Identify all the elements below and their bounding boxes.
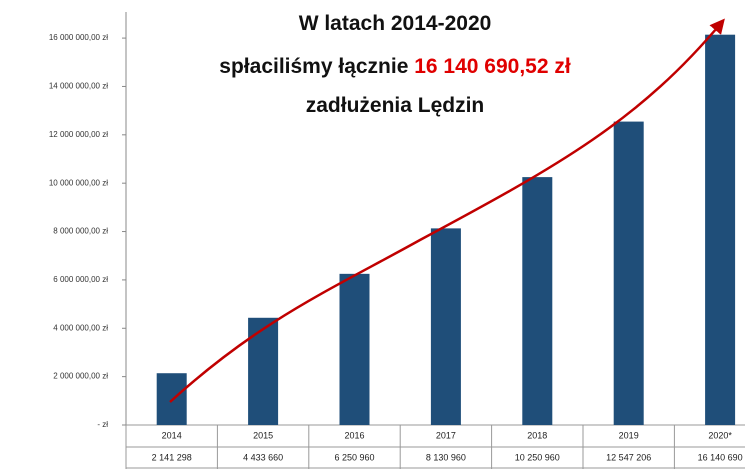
y-tick-label: 2 000 000,00 zł xyxy=(53,372,108,381)
x-tick-label: 2016 xyxy=(344,430,364,440)
x-tick-label: 2015 xyxy=(253,430,273,440)
y-tick-label: 10 000 000,00 zł xyxy=(49,178,108,187)
bar xyxy=(339,273,370,425)
value-label: 8 130 960 xyxy=(426,452,466,462)
x-tick-label: 2018 xyxy=(527,430,547,440)
x-tick-label: 2019 xyxy=(619,430,639,440)
title-line: spłaciliśmy łącznie 16 140 690,52 zł xyxy=(219,55,571,78)
y-tick-label: 16 000 000,00 zł xyxy=(49,33,108,42)
x-tick-label: 2017 xyxy=(436,430,456,440)
y-tick-label: 6 000 000,00 zł xyxy=(53,275,108,284)
bar xyxy=(705,34,736,425)
y-tick-label: - zł xyxy=(97,420,108,429)
value-label: 16 140 690 xyxy=(698,452,743,462)
title-line: zadłużenia Lędzin xyxy=(306,94,485,117)
bar xyxy=(248,317,279,425)
value-label: 12 547 206 xyxy=(606,452,651,462)
bar xyxy=(613,121,644,425)
x-tick-label: 2020* xyxy=(708,430,732,440)
value-label: 10 250 960 xyxy=(515,452,560,462)
title-part: spłaciliśmy łącznie xyxy=(219,55,414,78)
y-tick-label: 4 000 000,00 zł xyxy=(53,323,108,332)
title-part: zadłużenia Lędzin xyxy=(306,94,485,117)
value-label: 4 433 660 xyxy=(243,452,283,462)
y-tick-label: 12 000 000,00 zł xyxy=(49,130,108,139)
value-label: 6 250 960 xyxy=(334,452,374,462)
trend-arrow xyxy=(169,18,725,403)
y-tick-label: 8 000 000,00 zł xyxy=(53,227,108,236)
plot: - zł 2 000 000,00 zł 4 000 000,00 zł 6 000 … xyxy=(49,12,745,469)
y-tick-label: 14 000 000,00 zł xyxy=(49,82,108,91)
bar xyxy=(430,228,461,425)
x-tick-label: 2014 xyxy=(162,430,182,440)
value-label: 2 141 298 xyxy=(152,452,192,462)
title-part: 16 140 690,52 zł xyxy=(414,55,571,78)
bar xyxy=(522,177,553,425)
title: W latach 2014-2020 spłaciliśmy łącznie 16… xyxy=(219,12,571,117)
title-line: W latach 2014-2020 xyxy=(299,12,492,35)
title-part: W latach 2014-2020 xyxy=(299,12,492,35)
